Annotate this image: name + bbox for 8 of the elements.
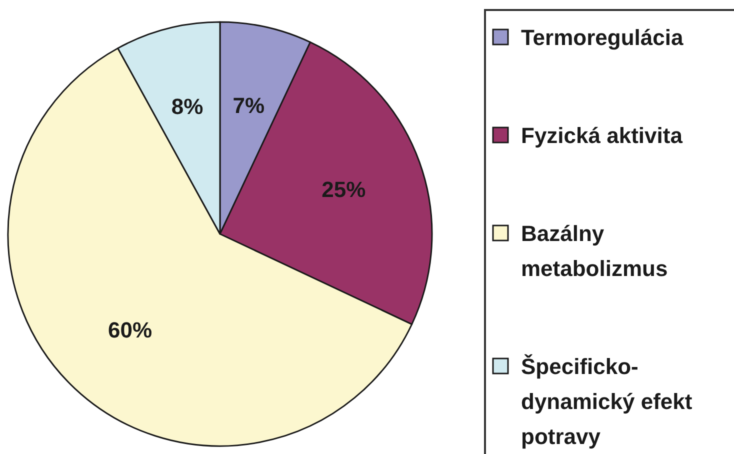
data-label: 60% <box>108 317 152 342</box>
data-label: 8% <box>171 94 204 120</box>
data-label: 7% <box>232 93 265 118</box>
legend-label: Špecificko-dynamický efekt potravy <box>521 354 693 448</box>
data-label: 25% <box>322 176 366 202</box>
legend-label: Termoregulácia <box>521 24 684 50</box>
legend-label: Bazálny metabolizmus <box>521 220 668 280</box>
legend-label: Fyzická aktivita <box>521 122 684 148</box>
